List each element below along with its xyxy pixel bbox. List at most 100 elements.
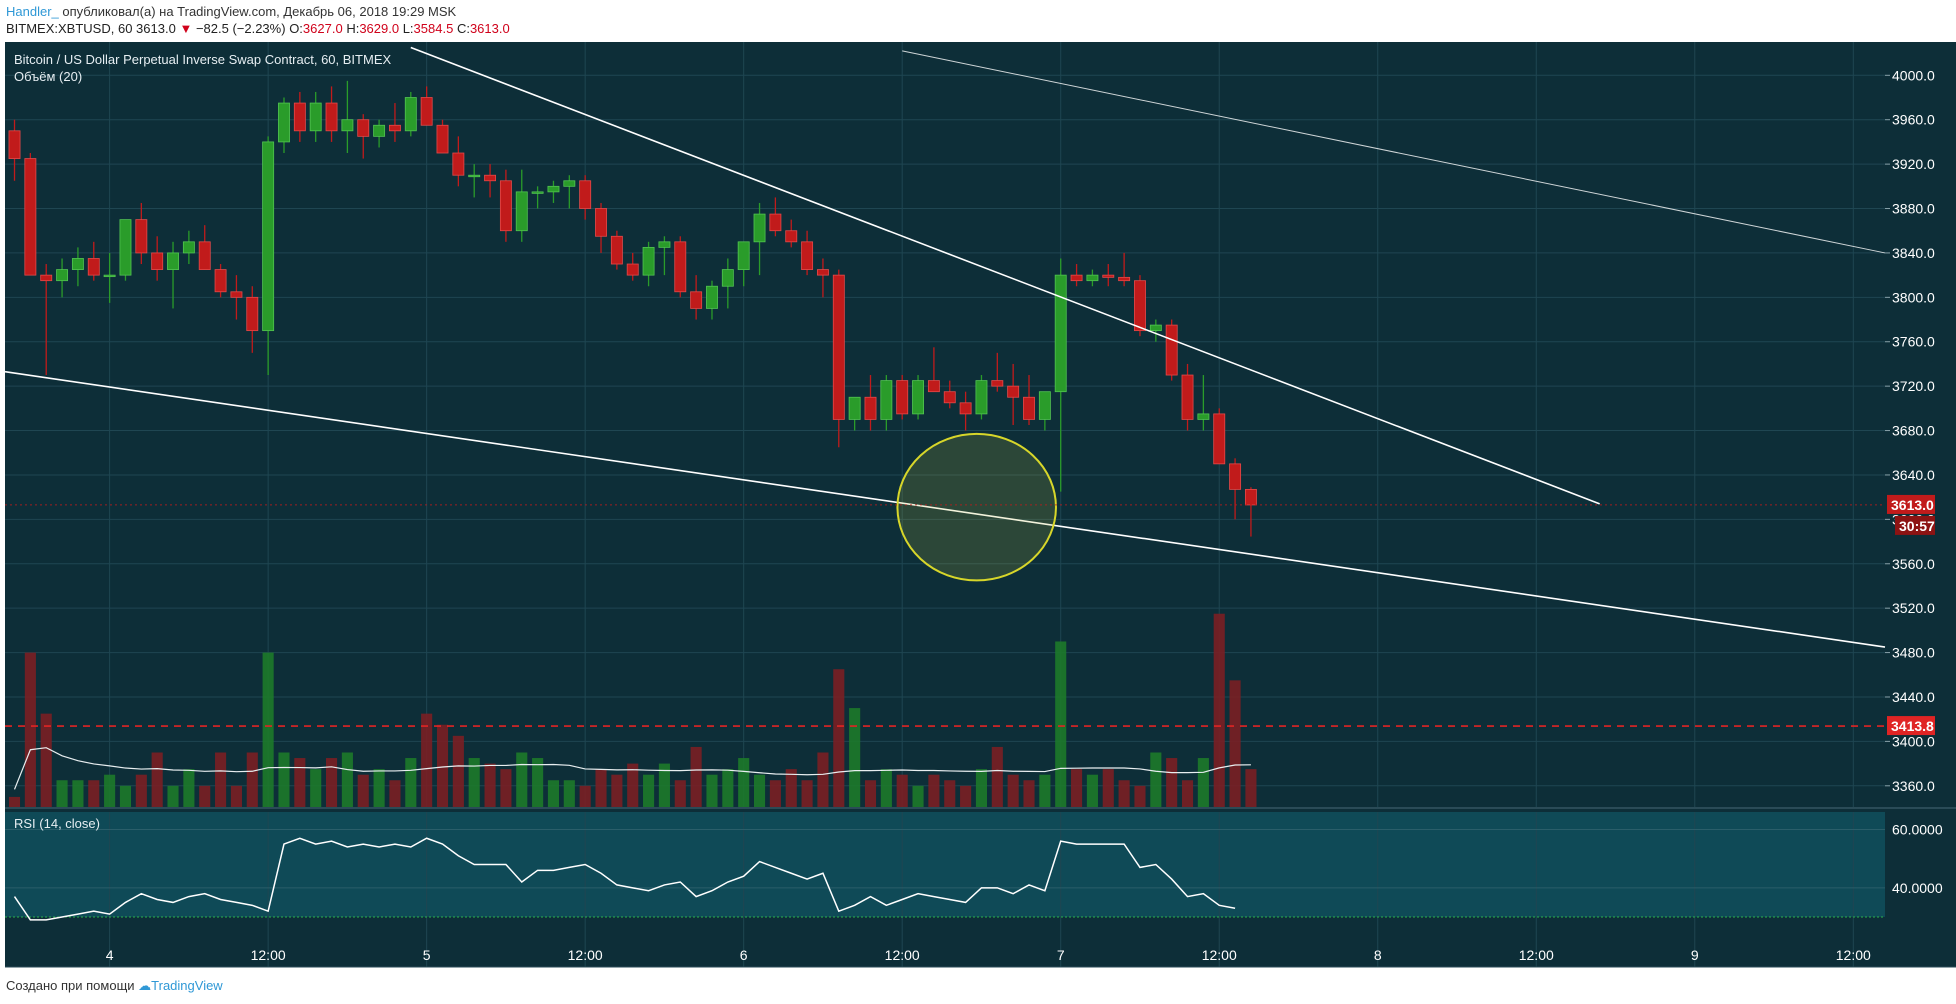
author-link[interactable]: Handler_ xyxy=(6,4,59,19)
candle-body xyxy=(373,124,386,137)
volume-bar xyxy=(8,796,21,808)
candle-body xyxy=(690,291,703,309)
candle-body xyxy=(1181,374,1194,420)
trendlines[interactable] xyxy=(4,46,1886,727)
candle-body xyxy=(896,380,909,415)
current-price-tag xyxy=(1887,494,1935,514)
candle-body xyxy=(880,380,893,420)
volume-bar xyxy=(928,774,940,808)
rsi-tick-label: 40.0000 xyxy=(1892,880,1943,896)
candle-body xyxy=(56,269,69,282)
time-tick-label: 12:00 xyxy=(1836,947,1871,963)
candle-body xyxy=(1054,274,1067,393)
volume-bar xyxy=(199,785,211,808)
publish-info: Handler_ опубликовал(а) на TradingView.c… xyxy=(6,4,456,19)
ohlc-line: BITMEX:XBTUSD, 60 3613.0 ▼ −82.5 (−2.23%… xyxy=(6,21,510,36)
candle-body xyxy=(706,285,718,309)
symbol-interval: BITMEX:XBTUSD, 60 xyxy=(6,21,133,36)
volume-bar xyxy=(468,758,480,808)
volume-bar xyxy=(294,758,306,808)
candle-body xyxy=(151,252,164,270)
volume-bar xyxy=(1102,769,1114,808)
candle-body xyxy=(1118,276,1131,282)
volume-bar xyxy=(563,780,575,808)
candle-body xyxy=(167,252,179,270)
axis-labels: 4000.0 3960.0 3920.0 3880.0 3840.0 3800.0 3760… xyxy=(106,67,1943,963)
time-tick-label: 12:00 xyxy=(1202,947,1237,963)
volume-bar xyxy=(849,708,861,808)
volume-indicator-label: Объём (20) xyxy=(14,69,82,84)
candle-body xyxy=(1165,324,1178,376)
price-tick-label: 3680.0 xyxy=(1892,423,1935,439)
volume-bar xyxy=(1181,780,1194,808)
volume-bar xyxy=(643,774,655,808)
candle-body xyxy=(325,102,338,132)
volume-bar xyxy=(1197,758,1209,808)
volume-bar xyxy=(500,769,512,808)
price-tick-label: 3560.0 xyxy=(1892,556,1935,572)
low-value: 3584.5 xyxy=(413,21,454,36)
volume-bar xyxy=(1213,613,1225,808)
volume-bar xyxy=(1134,785,1146,808)
candle-body xyxy=(468,174,481,178)
volume-bar xyxy=(72,780,84,808)
price-change: −82.5 (−2.23%) xyxy=(195,21,286,36)
trendline xyxy=(410,46,1600,505)
time-tick-label: 8 xyxy=(1374,947,1382,963)
volume-bar xyxy=(753,774,766,808)
volume-bar xyxy=(1118,780,1130,808)
volume-bar xyxy=(167,785,179,808)
close-label: C: xyxy=(456,21,470,36)
volume-bar xyxy=(785,769,797,808)
current-price-tag-label: 3613.0 xyxy=(1891,497,1934,513)
tradingview-logo-icon[interactable]: ☁ xyxy=(138,978,152,993)
volume-bar xyxy=(88,780,100,808)
price-tick-label: 3840.0 xyxy=(1892,245,1935,261)
volume-bar xyxy=(880,769,892,808)
candle-body xyxy=(230,291,243,298)
candle-body xyxy=(658,241,671,248)
volume-bar xyxy=(896,774,908,808)
volume-bar xyxy=(278,752,290,808)
candle-body xyxy=(293,102,306,132)
countdown-tag-label: 30:57 xyxy=(1899,518,1935,534)
volume-bar xyxy=(40,713,52,808)
volume-bar xyxy=(547,780,560,808)
volume-bar xyxy=(246,752,258,808)
candle-body xyxy=(484,174,497,182)
tradingview-link[interactable]: TradingView xyxy=(151,978,223,993)
candle-body xyxy=(198,241,211,270)
created-with-text: Создано при помощи xyxy=(6,978,135,993)
time-tick-label: 12:00 xyxy=(885,947,920,963)
volume-bar xyxy=(262,652,274,808)
candle-body xyxy=(975,380,988,415)
candle-body xyxy=(991,380,1004,387)
time-tick-label: 12:00 xyxy=(568,947,603,963)
candle-body xyxy=(119,219,132,276)
volume-bar xyxy=(310,769,322,808)
price-tick-label: 3640.0 xyxy=(1892,467,1935,483)
volume-bar xyxy=(674,780,686,808)
volume-bar xyxy=(912,785,924,808)
candles xyxy=(8,80,1257,537)
candle-body xyxy=(912,380,925,415)
candle-body xyxy=(71,258,84,270)
price-tick-label: 3920.0 xyxy=(1892,156,1935,172)
candle-body xyxy=(1244,488,1257,506)
volume-bar xyxy=(975,769,988,808)
price-tick-label: 4000.0 xyxy=(1892,67,1935,83)
candle-body xyxy=(214,269,227,293)
volume-bar xyxy=(24,652,36,808)
time-tick-label: 12:00 xyxy=(1519,947,1554,963)
rsi-band xyxy=(5,812,1885,917)
volume-ma-line xyxy=(13,747,1251,790)
volume-bar xyxy=(119,785,132,808)
volume-bar xyxy=(1166,758,1178,808)
volume-bar xyxy=(833,669,845,808)
candle-body xyxy=(1086,274,1099,282)
volume-bar xyxy=(215,752,227,808)
price-tick-label: 3760.0 xyxy=(1892,334,1935,350)
candle-body xyxy=(404,97,417,132)
volume-bar xyxy=(1245,769,1257,808)
